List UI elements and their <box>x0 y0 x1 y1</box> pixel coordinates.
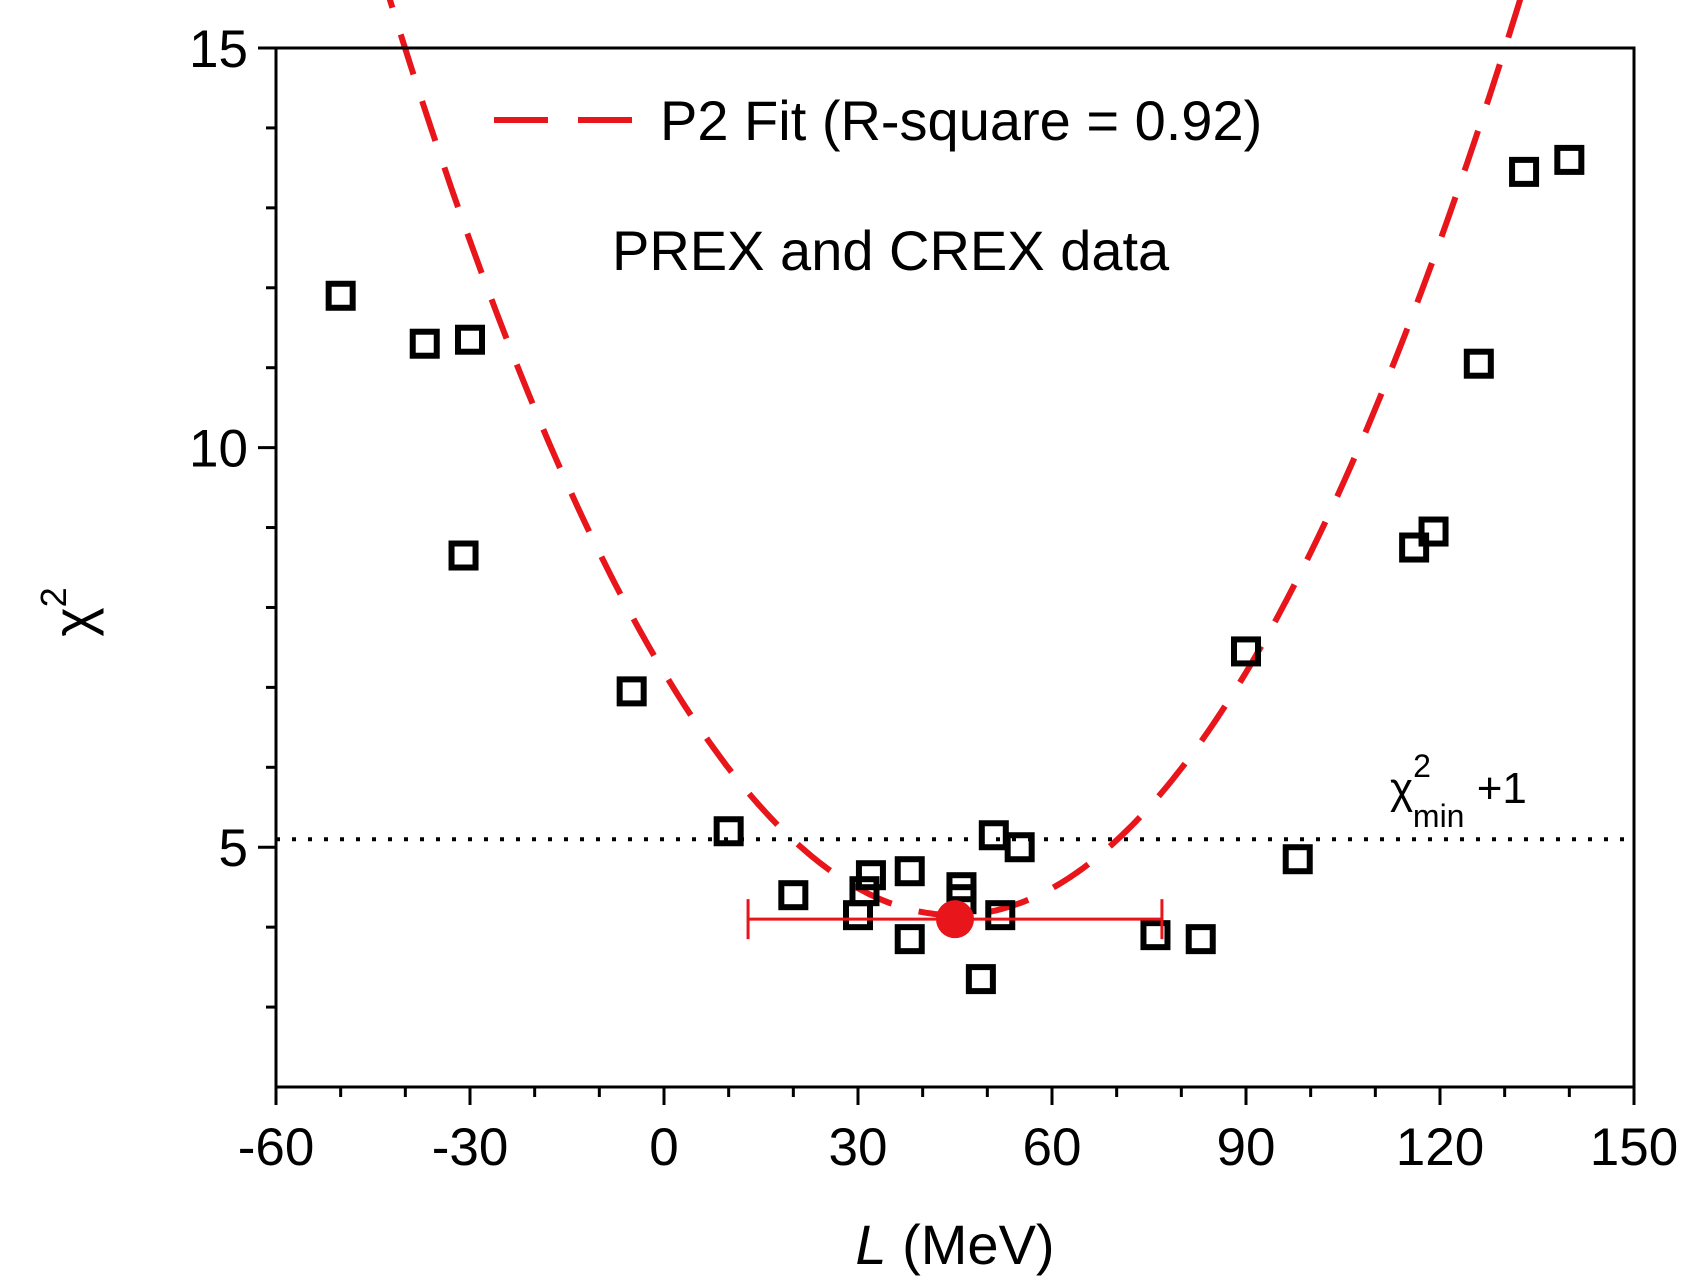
data-point <box>448 540 479 571</box>
annotation-text: PREX and CREX data <box>612 219 1170 282</box>
data-point <box>849 876 880 907</box>
y-tick-label: 10 <box>189 420 248 479</box>
data-point <box>325 280 356 311</box>
data-point <box>985 900 1016 931</box>
data-point <box>855 860 886 891</box>
data-points <box>325 144 1585 995</box>
x-tick-label: 0 <box>649 1118 678 1177</box>
x-tick-label: -30 <box>432 1118 509 1177</box>
y-tick-label: 5 <box>219 819 248 878</box>
data-point <box>455 324 485 355</box>
x-tick-label: 120 <box>1396 1118 1484 1177</box>
data-point <box>1463 348 1494 379</box>
x-axis-title: L (MeV) <box>855 1213 1054 1276</box>
data-point <box>1509 156 1540 187</box>
x-tick-label: 90 <box>1217 1118 1276 1177</box>
data-point <box>894 856 925 887</box>
data-point <box>843 900 873 931</box>
data-point <box>1231 636 1261 667</box>
data-point <box>1140 920 1171 951</box>
data-point <box>616 676 647 707</box>
axes: -60 -30 0 30 60 90 120 150 5 10 15 <box>189 20 1678 1177</box>
data-point <box>965 964 996 995</box>
x-tick-label: -60 <box>238 1118 315 1177</box>
threshold-label: χ2 min +1 <box>1390 748 1527 834</box>
data-point <box>1399 532 1430 563</box>
plot-frame <box>274 46 1636 1089</box>
legend-label: P2 Fit (R-square = 0.92) <box>660 89 1262 152</box>
data-point <box>1004 832 1035 863</box>
best-fit-point <box>936 900 974 939</box>
data-point <box>778 880 809 911</box>
data-point <box>1282 844 1313 875</box>
x-tick-label: 30 <box>829 1118 888 1177</box>
data-point <box>713 816 744 847</box>
data-point <box>409 328 440 359</box>
x-tick-label: 60 <box>1023 1118 1082 1177</box>
threshold-line-group: χ2 min +1 <box>276 748 1634 842</box>
best-fit-group <box>746 899 1164 940</box>
y-tick-label: 15 <box>189 20 248 79</box>
data-point <box>978 820 1009 851</box>
data-point <box>894 924 925 955</box>
data-point <box>1554 144 1585 175</box>
data-point <box>1185 924 1216 955</box>
x-tick-label: 150 <box>1590 1118 1678 1177</box>
labels: P2 Fit (R-square = 0.92) PREX and CREX d… <box>33 89 1262 1276</box>
data-point <box>946 872 977 903</box>
data-point <box>1418 516 1449 547</box>
y-axis-title: χ2 <box>33 587 104 636</box>
